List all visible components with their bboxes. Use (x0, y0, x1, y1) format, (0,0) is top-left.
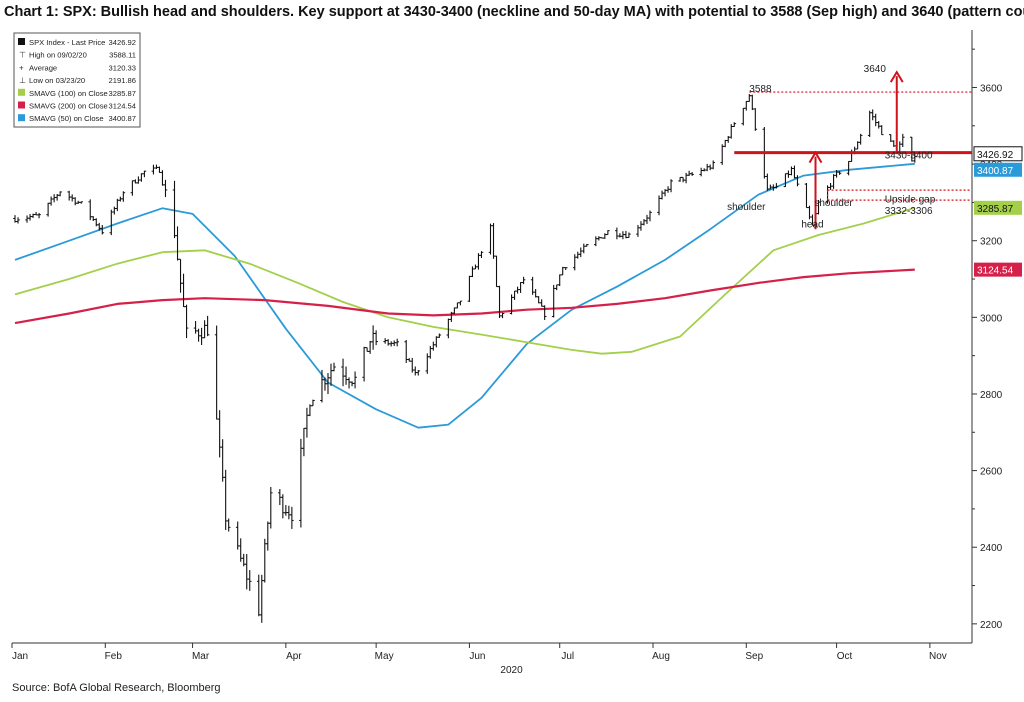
legend-value: 3120.33 (109, 63, 136, 72)
y-axis: 220024002600280030003200340036003426.923… (972, 48, 1023, 631)
average-marker-icon: + (19, 63, 24, 72)
legend-value: 3285.87 (109, 89, 136, 98)
red-square-icon (18, 101, 25, 109)
low-marker-icon: ⊥ (19, 76, 26, 85)
y-tick-label: 3600 (980, 83, 1003, 94)
legend-label: High on 09/02/20 (29, 51, 87, 60)
legend-label: SMAVG (100) on Close (29, 89, 108, 98)
y-tick-label: 3200 (980, 237, 1003, 248)
axis-tag-label: 3400.87 (977, 166, 1014, 177)
level-label: 3588 (749, 84, 772, 95)
gap-label: Upside gap (885, 194, 936, 205)
x-tick-label: Jul (561, 651, 574, 662)
sma50-line (14, 162, 915, 429)
x-tick-label: May (375, 651, 394, 662)
legend-label: Average (29, 63, 57, 72)
pattern-label: shoulder (727, 202, 766, 213)
legend-value: 3400.87 (109, 114, 136, 123)
plot-frame (12, 30, 973, 644)
pattern-label: head (801, 219, 823, 230)
y-tick-label: 2400 (980, 543, 1003, 554)
annotations: 3588 3640 3430-3400 shoulder shoulder head Ups… (727, 64, 972, 230)
legend-label: SMAVG (200) on Close (29, 102, 108, 111)
legend: SPX Index - Last Price 3426.92 ⊤ High on 09… (13, 32, 141, 128)
sma100-line (14, 206, 916, 355)
x-year-label: 2020 (500, 665, 523, 676)
x-tick-label: Nov (929, 651, 947, 662)
axis-tag-label: 3426.92 (977, 150, 1014, 161)
legend-value: 3426.92 (109, 38, 136, 47)
legend-value: 2191.86 (109, 76, 136, 85)
x-tick-label: Mar (192, 651, 210, 662)
x-tick-label: Feb (105, 651, 123, 662)
x-tick-label: Apr (286, 651, 302, 662)
axis-tag-blue (974, 162, 1022, 177)
y-tick-label: 3000 (980, 313, 1003, 324)
y-tick-label: 2600 (980, 467, 1003, 478)
blue-square-icon (18, 114, 25, 122)
legend-label: SMAVG (50) on Close (29, 114, 104, 123)
legend-value: 3588.11 (109, 51, 136, 60)
y-tick-label: 2800 (980, 390, 1003, 401)
x-tick-label: Jun (469, 651, 485, 662)
axis-tag-frame (973, 146, 1023, 162)
target-arrow-head (889, 70, 904, 83)
sma200-line (14, 268, 915, 325)
x-tick-label: Jan (12, 651, 28, 662)
gap-label: 3332-3306 (885, 206, 933, 217)
x-tick-label: Aug (652, 651, 670, 662)
axis-tag-green (974, 200, 1022, 215)
x-tick-label: Sep (745, 651, 763, 662)
y-tick-label: 2200 (980, 620, 1003, 631)
legend-value: 3124.54 (109, 102, 136, 111)
high-marker-icon: ⊤ (19, 51, 26, 60)
axis-tag-label: 3285.87 (977, 204, 1014, 215)
legend-label: SPX Index - Last Price (29, 38, 105, 47)
price-bars (13, 94, 917, 623)
black-square-icon (18, 38, 25, 45)
target-label: 3640 (864, 64, 887, 75)
green-square-icon (18, 88, 25, 96)
head-arrow-head (808, 150, 823, 164)
axis-tag-label: 3124.54 (977, 266, 1014, 277)
pattern-label: shoulder (814, 198, 853, 209)
legend-box (13, 32, 141, 128)
legend-label: Low on 03/23/20 (29, 76, 85, 85)
x-axis: Jan Feb Mar Apr May Jun Jul Aug Sep Oct Nov 2020 (11, 643, 947, 676)
moving-averages (14, 162, 916, 429)
chart-source: Source: BofA Global Research, Bloomberg (12, 682, 221, 694)
chart-title: Chart 1: SPX: Bullish head and shoulders… (4, 4, 1024, 20)
axis-tag-red (974, 262, 1022, 277)
support-label: 3430-3400 (885, 150, 933, 161)
x-tick-label: Oct (837, 651, 853, 662)
